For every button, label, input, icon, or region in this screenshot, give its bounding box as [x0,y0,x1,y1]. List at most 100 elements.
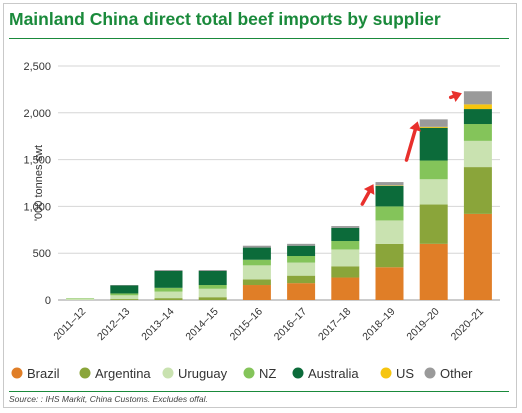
bar-segment [375,182,404,186]
bar-segment [375,220,404,244]
bar-segment [110,295,139,300]
bar-segment [419,160,448,180]
bar-segment [463,213,492,300]
bar-segment [154,270,183,288]
chart-title: Mainland China direct total beef imports… [9,9,441,29]
y-tick-label: 1,500 [23,155,51,167]
bar-segment [419,127,448,161]
bar-segment [198,270,227,286]
bar-segment [463,140,492,168]
bar-segment [463,167,492,214]
bar-segment [463,124,492,141]
bar-segment [242,265,271,280]
bars [66,91,492,300]
bar-segment [198,288,227,298]
bar-segment [242,259,271,266]
growth-arrows [360,90,462,206]
legend-label: Other [440,366,473,381]
x-tick-label: 2015–16 [228,306,266,344]
legend-label: Argentina [95,366,151,381]
bar-segment [375,206,404,221]
legend-marker [79,367,91,379]
growth-arrow-head [409,121,421,132]
y-tick-label: 500 [33,248,51,260]
title-divider [9,38,509,39]
growth-arrow [448,94,456,100]
x-tick-label: 2020–21 [449,306,487,344]
bar-segment [242,245,271,248]
bar-segment [154,291,183,299]
growth-arrow-head [451,90,462,102]
bar-segment [154,287,183,292]
bar-segment [287,275,316,284]
legend: Brazil Argentina Uruguay NZ Australia US Other [11,366,473,381]
bar-segment [154,270,183,271]
bar-segment [287,283,316,300]
legend-label: US [396,366,414,381]
bar-segment [66,298,95,300]
bar-segment [419,119,448,127]
bar-segment [110,285,139,294]
legend-marker [424,367,436,379]
bar-segment [331,266,360,278]
bar-segment [287,243,316,246]
bar-segment [287,262,316,276]
bar-segment [331,241,360,250]
x-tick-label: 2012–13 [95,306,133,344]
x-tick-label: 2011–12 [51,306,88,343]
y-tick-label: 2,000 [23,108,51,120]
bar-segment [463,109,492,125]
growth-arrow-head [363,184,375,195]
x-tick-label: 2018–19 [360,306,398,344]
bar-segment [419,126,448,128]
x-tick-label: 2019–20 [404,306,442,344]
bar-segment [375,185,404,207]
x-tick-label: 2017–18 [316,306,354,344]
legend-marker [243,367,255,379]
source-note: Source: : IHS Markit, China Customs. Exc… [9,394,208,404]
y-axis-label: '000 tonnes swt [33,145,45,221]
bar-segment [331,277,360,300]
legend-label: Uruguay [178,366,228,381]
bar-segment [110,299,139,300]
legend-marker [292,367,304,379]
growth-arrow [360,190,371,206]
y-tick-label: 0 [45,295,51,307]
legend-marker [11,367,23,379]
bar-segment [110,293,139,296]
bar-segment [331,227,360,242]
y-axis-ticks: 0 500 1,000 1,500 2,000 2,500 [23,61,51,307]
bar-segment [375,267,404,300]
y-tick-label: 1,000 [23,201,51,213]
bar-segment [331,249,360,267]
legend-label: Brazil [27,366,60,381]
x-tick-label: 2016–17 [272,306,310,344]
growth-arrow [404,128,417,162]
source-divider [9,391,509,392]
y-tick-label: 2,500 [23,61,51,73]
bar-segment [287,245,316,257]
bar-segment [375,243,404,268]
bar-segment [463,104,492,110]
bar-segment [242,279,271,286]
bar-segment [198,285,227,289]
x-tick-label: 2013–14 [139,306,177,344]
bar-segment [419,204,448,244]
legend-marker [162,367,174,379]
bar-segment [198,270,227,271]
legend-label: Australia [308,366,359,381]
bar-segment [287,256,316,263]
legend-label: NZ [259,366,276,381]
bar-segment [463,91,492,105]
x-axis-ticks: 2011–12 2012–13 2013–14 2014–15 2015–16 2016–… [51,306,486,344]
bar-segment [242,285,271,300]
bar-segment [419,243,448,300]
legend-marker [380,367,392,379]
bar-segment [198,297,227,300]
bar-segment [331,226,360,228]
bar-segment [419,179,448,205]
x-tick-label: 2014–15 [183,306,221,344]
bar-segment [242,247,271,260]
bar-segment [154,298,183,300]
